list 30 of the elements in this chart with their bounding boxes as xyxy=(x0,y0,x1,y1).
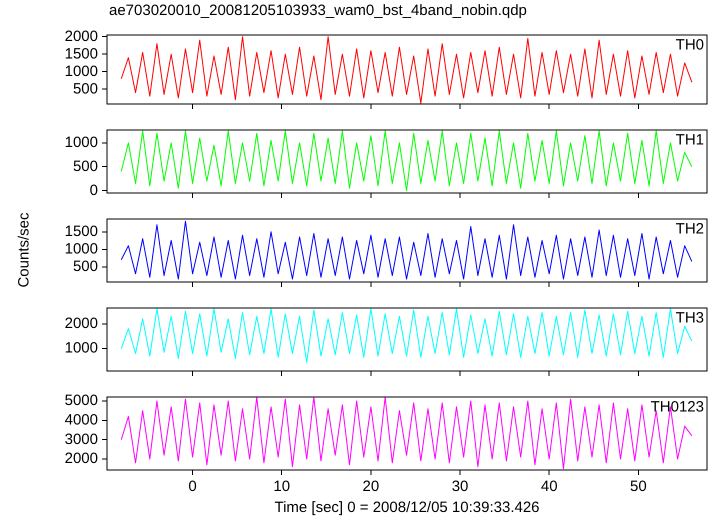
x-tick-label: 0 xyxy=(188,478,197,496)
x-tick-label: 30 xyxy=(452,478,468,496)
series-label: TH2 xyxy=(676,220,704,238)
y-tick-label: 5000 xyxy=(64,392,98,410)
y-tick-label: 1000 xyxy=(64,134,98,152)
x-tick-label: 40 xyxy=(540,478,558,496)
series-label: TH0 xyxy=(676,36,704,54)
series-label: TH1 xyxy=(676,132,704,149)
y-tick-label: 1500 xyxy=(64,45,98,62)
y-tick-label: 3000 xyxy=(64,430,98,448)
y-tick-label: 2000 xyxy=(64,314,98,332)
series-label: TH3 xyxy=(676,310,704,327)
x-tick-label: 20 xyxy=(362,478,380,496)
x-axis-title: Time [sec] 0 = 2008/12/05 10:39:33.426 xyxy=(274,499,540,516)
y-tick-label: 1500 xyxy=(64,222,98,240)
y-tick-label: 1000 xyxy=(64,62,98,80)
y-tick-label: 2000 xyxy=(64,28,98,45)
y-tick-label: 500 xyxy=(72,158,98,175)
y-tick-label: 500 xyxy=(72,80,98,98)
y-tick-label: 4000 xyxy=(64,412,98,429)
y-tick-label: 1000 xyxy=(64,240,98,258)
x-tick-label: 10 xyxy=(273,478,290,496)
y-axis-title: Counts/sec xyxy=(16,212,32,288)
y-tick-label: 2000 xyxy=(64,450,98,468)
chart-title: ae703020010_20081205103933_wam0_bst_4band_nobin.qdp xyxy=(108,1,528,21)
y-tick-label: 0 xyxy=(90,182,98,199)
y-tick-label: 500 xyxy=(72,258,98,275)
series-label: TH0123 xyxy=(650,398,704,416)
y-tick-label: 1000 xyxy=(64,340,98,357)
x-tick-label: 50 xyxy=(630,478,647,496)
